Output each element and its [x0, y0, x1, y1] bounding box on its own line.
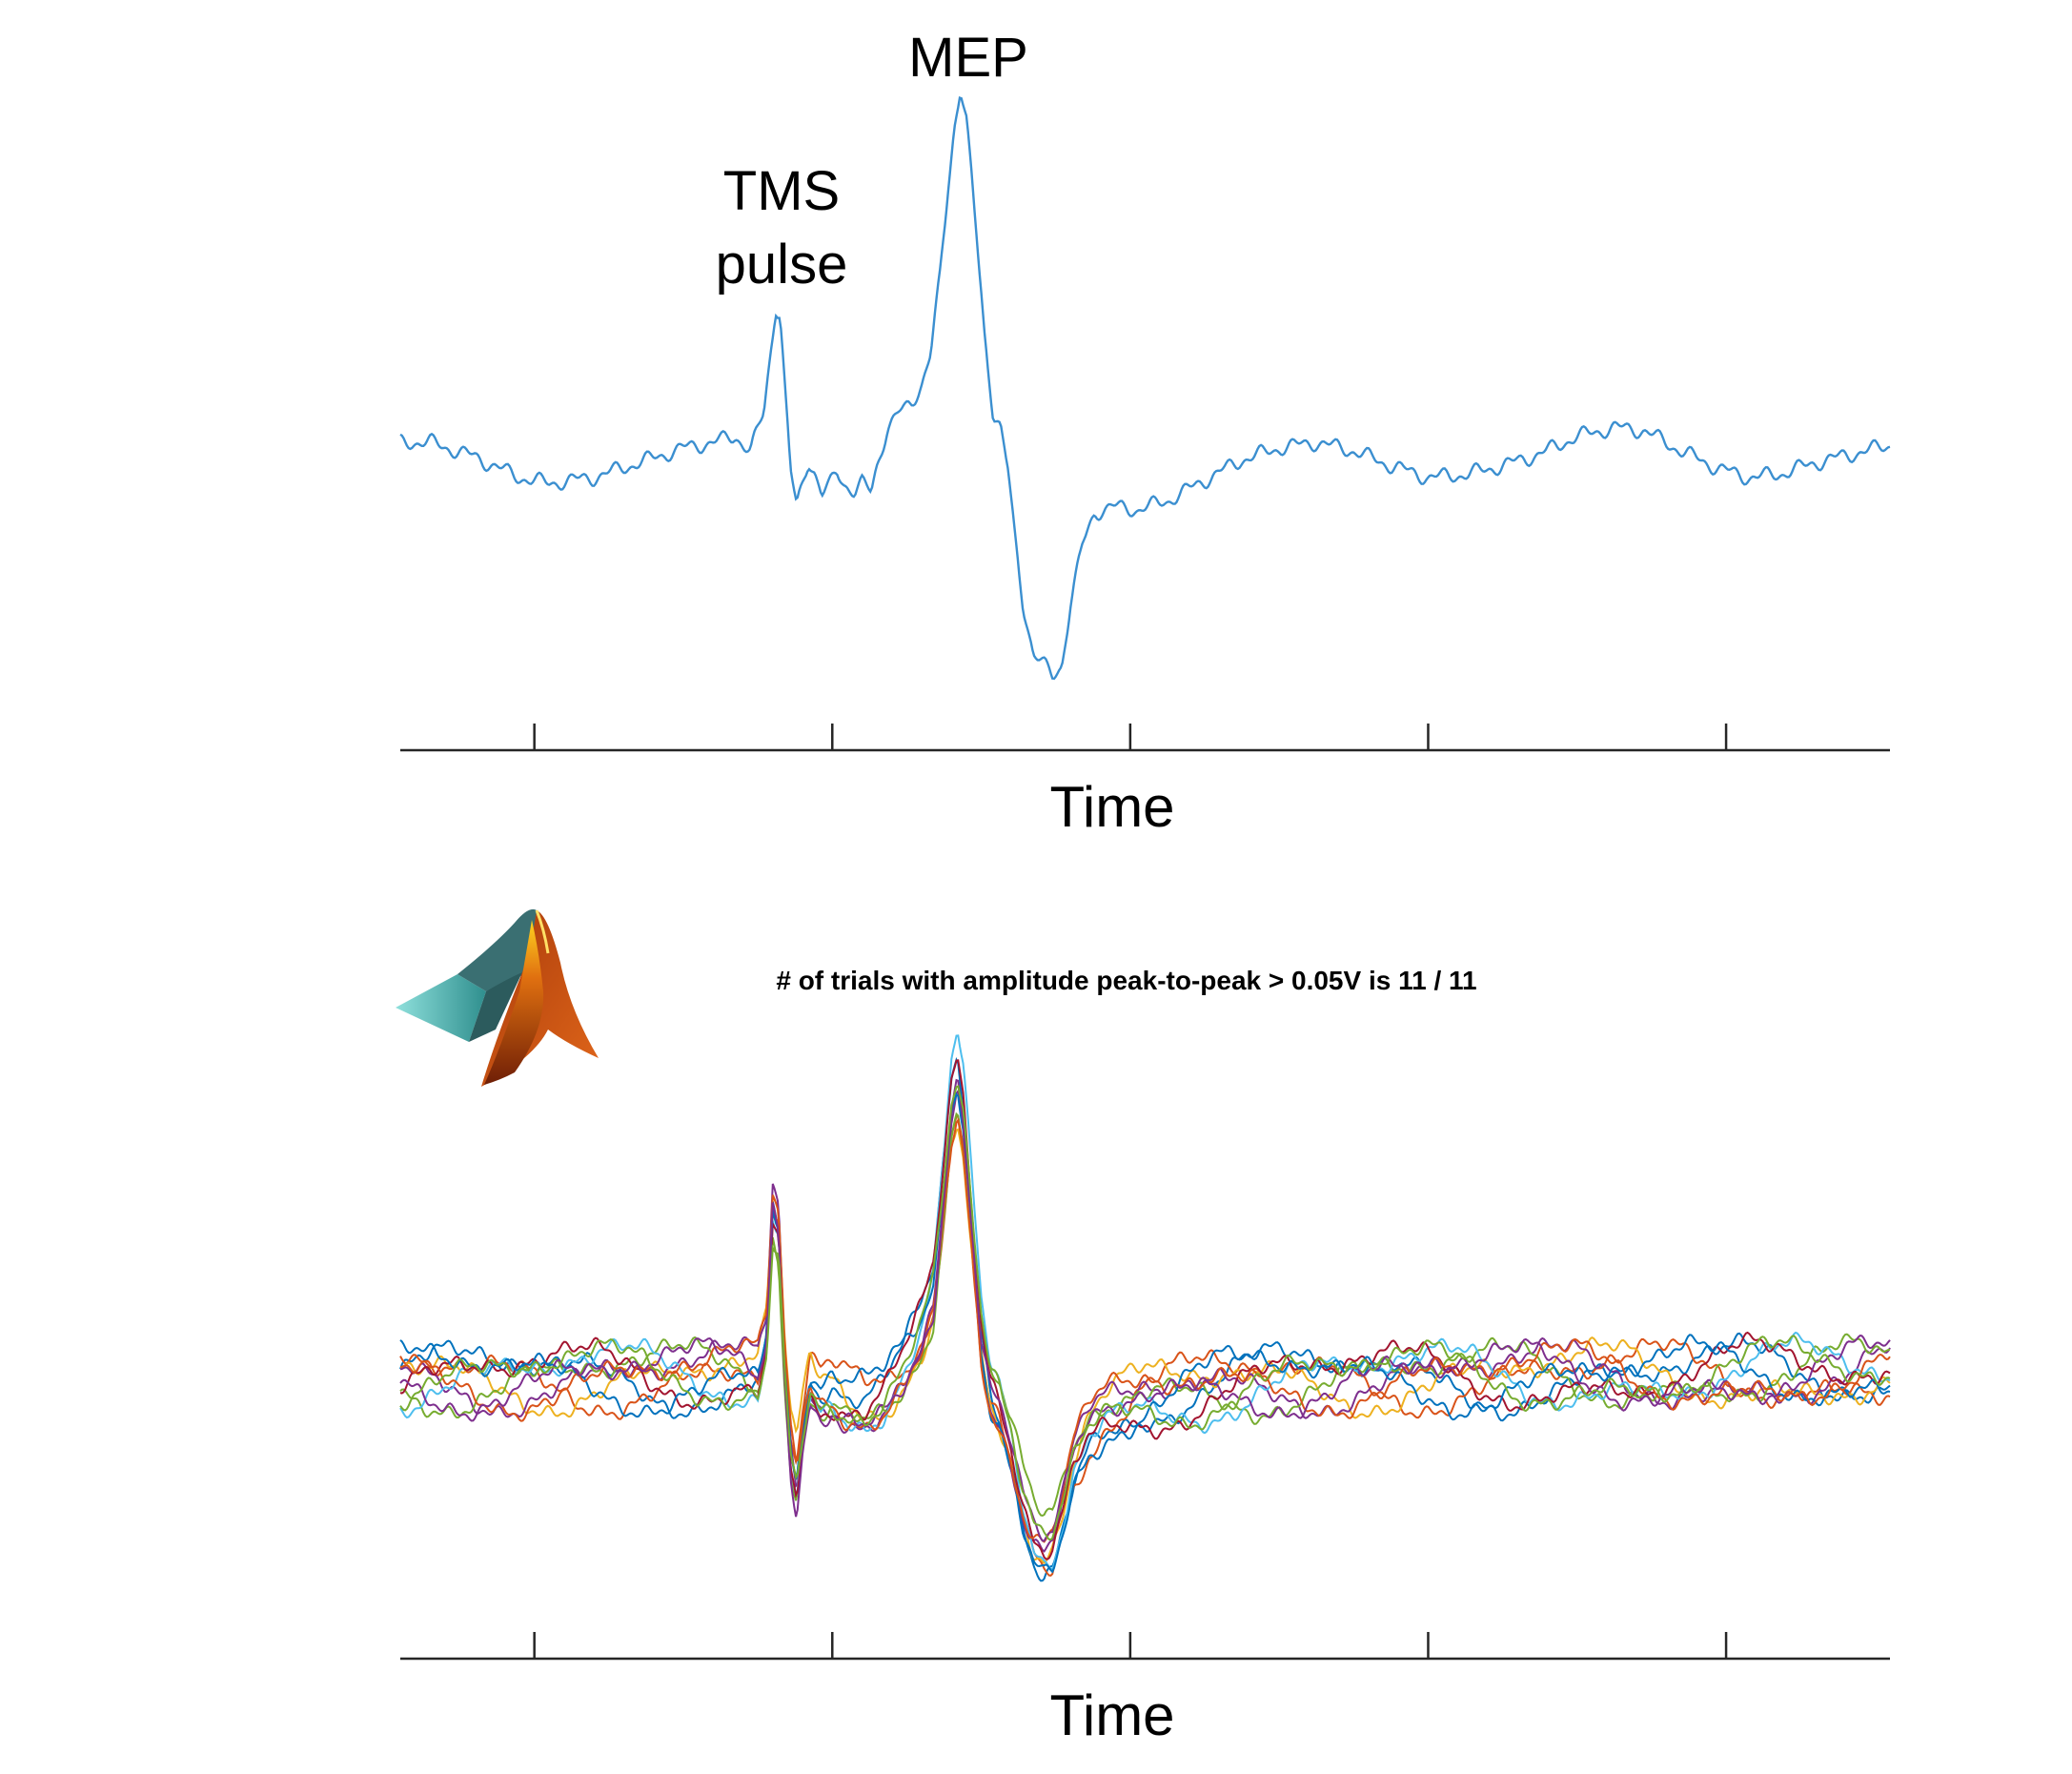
annotation-tms-line2: pulse [716, 234, 848, 296]
single-trial-panel: MEP TMS pulse Time [399, 27, 1891, 839]
x-axis-label: Time [1049, 775, 1174, 839]
trial-line-6 [399, 1034, 1891, 1571]
x-axis-label: Time [1049, 1683, 1174, 1747]
trial-line-5 [399, 1111, 1890, 1518]
trial-line-9 [400, 1117, 1891, 1543]
trial-line-3 [399, 1128, 1891, 1564]
x-axis-ticks [533, 724, 1728, 750]
matlab-logo [396, 908, 599, 1087]
overlaid-trials-plot-area [399, 1034, 1891, 1582]
single-trial-plot-area [399, 95, 1891, 681]
panel-title: # of trials with amplitude peak-to-peak … [776, 966, 1476, 995]
overlaid-trials-panel: # of trials with amplitude peak-to-peak … [399, 966, 1891, 1747]
trial-line-4 [399, 1089, 1891, 1553]
trial-line-2 [399, 1115, 1891, 1577]
trial-line-8 [399, 1091, 1891, 1574]
x-axis-ticks [533, 1632, 1728, 1659]
series-line-1 [399, 95, 1891, 681]
trial-line-1 [399, 1057, 1891, 1582]
annotation-tms-line1: TMS [723, 160, 840, 222]
trial-line-7 [399, 1059, 1891, 1560]
annotation-mep: MEP [908, 27, 1028, 89]
trial-line-11 [399, 1085, 1891, 1541]
trial-line-10 [399, 1078, 1891, 1542]
